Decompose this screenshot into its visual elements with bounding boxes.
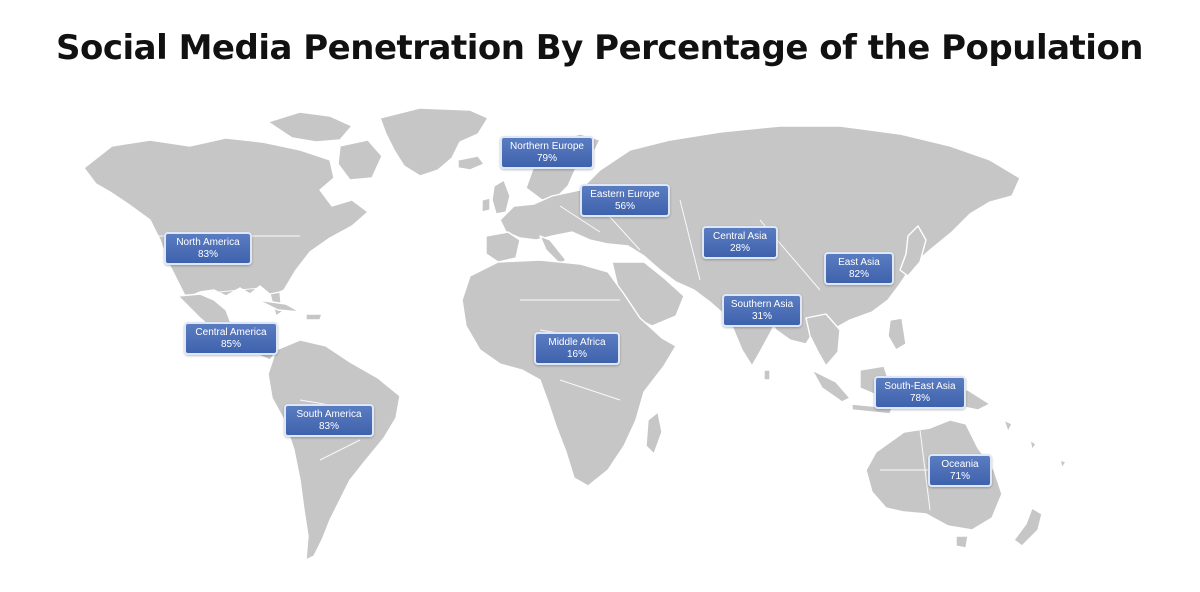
landmass-hispaniola <box>305 313 323 321</box>
landmass-tasmania <box>955 535 969 549</box>
landmass-uk <box>491 179 511 215</box>
region-name: South America <box>296 409 362 420</box>
region-value: 79% <box>536 153 557 164</box>
region-value: 31% <box>751 311 772 322</box>
landmass-baffin-island <box>337 139 383 181</box>
region-name: Eastern Europe <box>590 189 660 200</box>
region-label-southern-asia: Southern Asia 31% <box>722 294 802 327</box>
region-label-south-east-asia: South-East Asia 78% <box>874 376 966 409</box>
region-value: 85% <box>220 339 241 350</box>
landmass-cuba <box>257 299 301 313</box>
region-name: Northern Europe <box>510 141 584 152</box>
landmass-sumatra <box>811 369 851 403</box>
region-label-eastern-europe: Eastern Europe 56% <box>580 184 670 217</box>
landmass-japan <box>899 225 927 277</box>
landmass-iberia <box>485 231 521 263</box>
landmass-ireland <box>481 197 491 213</box>
region-name: Central America <box>195 327 267 338</box>
region-label-oceania: Oceania 71% <box>928 454 992 487</box>
region-value: 82% <box>848 269 869 280</box>
landmass-africa <box>461 259 677 487</box>
region-value: 83% <box>197 249 218 260</box>
region-label-north-america: North America 83% <box>164 232 252 265</box>
landmass-madagascar <box>645 411 663 455</box>
region-label-central-asia: Central Asia 28% <box>702 226 778 259</box>
region-label-northern-europe: Northern Europe 79% <box>500 136 594 169</box>
region-value: 78% <box>909 393 930 404</box>
region-label-south-america: South America 83% <box>284 404 374 437</box>
region-name: North America <box>176 237 240 248</box>
region-value: 28% <box>729 243 750 254</box>
region-name: Oceania <box>941 459 979 470</box>
region-name: East Asia <box>838 257 880 268</box>
region-value: 83% <box>318 421 339 432</box>
region-label-middle-africa: Middle Africa 16% <box>534 332 620 365</box>
region-value: 71% <box>949 471 970 482</box>
landmass-philippines <box>887 317 907 351</box>
landmass-sri-lanka <box>763 369 771 381</box>
landmass-arctic-islands <box>267 111 353 143</box>
region-name: Middle Africa <box>548 337 606 348</box>
region-name: Southern Asia <box>730 299 794 310</box>
region-name: South-East Asia <box>884 381 956 392</box>
landmass-new-zealand <box>1013 507 1043 547</box>
region-value: 16% <box>566 349 587 360</box>
landmass-pacific-islands <box>1003 419 1067 469</box>
landmass-north-america <box>83 137 369 299</box>
landmass-greenland <box>379 107 489 177</box>
region-value: 56% <box>614 201 635 212</box>
landmass-indochina <box>805 313 841 367</box>
region-name: Central Asia <box>713 231 767 242</box>
region-label-central-america: Central America 85% <box>184 322 278 355</box>
region-label-east-asia: East Asia 82% <box>824 252 894 285</box>
page-title: Social Media Penetration By Percentage o… <box>56 28 1144 68</box>
landmass-south-america <box>267 339 401 561</box>
landmass-iceland <box>457 155 485 171</box>
